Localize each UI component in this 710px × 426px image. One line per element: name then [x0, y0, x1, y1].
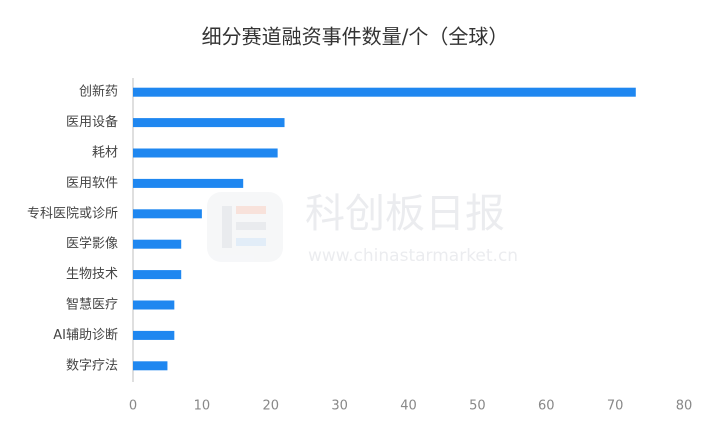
- y-tick-label: 医用软件: [66, 176, 118, 191]
- x-tick-label: 50: [469, 399, 486, 414]
- watermark-logo-part: [236, 222, 266, 230]
- y-tick-label: 智慧医疗: [66, 297, 118, 313]
- x-tick-label: 40: [400, 399, 417, 414]
- y-tick-label: 数字疗法: [66, 358, 118, 373]
- y-tick-label: 创新药: [79, 84, 118, 100]
- watermark: 科创板日报 www.chinastarmarket.cn: [207, 191, 518, 266]
- bar: [133, 361, 168, 371]
- bar: [133, 239, 182, 249]
- x-tick-label: 10: [194, 399, 211, 414]
- x-tick-label: 80: [676, 399, 693, 414]
- y-tick-label: 耗材: [92, 146, 118, 161]
- x-tick-label: 70: [607, 399, 624, 414]
- bar: [133, 148, 278, 158]
- y-tick-label: 专科医院或诊所: [27, 206, 118, 221]
- bar: [133, 330, 175, 340]
- watermark-logo-part: [236, 238, 266, 246]
- watermark-url: www.chinastarmarket.cn: [308, 246, 518, 266]
- y-tick-label: 医学影像: [66, 236, 118, 252]
- y-tick-label: 生物技术: [66, 267, 118, 282]
- y-tick-label: 医用设备: [66, 114, 118, 130]
- bar: [133, 178, 244, 188]
- bar: [133, 300, 175, 310]
- bar: [133, 209, 202, 219]
- watermark-name: 科创板日报: [305, 191, 505, 237]
- y-tick-label: AI辅助诊断: [53, 328, 118, 343]
- bar: [133, 118, 285, 128]
- x-tick-label: 20: [262, 399, 279, 414]
- bar: [133, 87, 636, 97]
- chart-title: 细分赛道融资事件数量/个（全球）: [202, 25, 509, 49]
- x-tick-label: 0: [129, 399, 137, 414]
- watermark-logo-part: [222, 206, 232, 248]
- watermark-logo-part: [236, 206, 266, 214]
- bar: [133, 270, 182, 280]
- x-tick-label: 60: [538, 399, 555, 414]
- x-tick-label: 30: [331, 399, 348, 414]
